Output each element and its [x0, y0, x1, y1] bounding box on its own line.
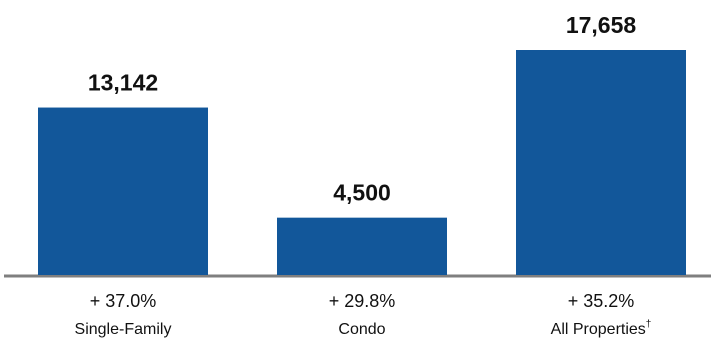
category-name-all-properties: All Properties [551, 321, 646, 338]
change-label-single-family: + 37.0% [90, 291, 157, 311]
category-name-single-family: Single-Family [75, 321, 172, 338]
bar-all-properties [516, 50, 686, 275]
value-label-all-properties: 17,658 [566, 12, 637, 38]
footnote-marker-all-properties: † [646, 319, 652, 330]
category-name-condo: Condo [338, 321, 385, 338]
category-label-single-family: Single-Family [75, 321, 172, 338]
category-label-all-properties: All Properties† [551, 319, 652, 338]
bar-single-family [38, 107, 208, 275]
value-label-condo: 4,500 [333, 180, 391, 206]
value-label-single-family: 13,142 [88, 70, 158, 96]
change-label-all-properties: + 35.2% [568, 291, 635, 311]
change-label-condo: + 29.8% [329, 291, 396, 311]
category-label-condo: Condo [338, 321, 385, 338]
bar-condo [277, 217, 447, 275]
labels-group: 13,142 + 37.0% Single-Family 4,500 + 29.8% Co… [75, 12, 652, 338]
bars-group [38, 50, 686, 275]
